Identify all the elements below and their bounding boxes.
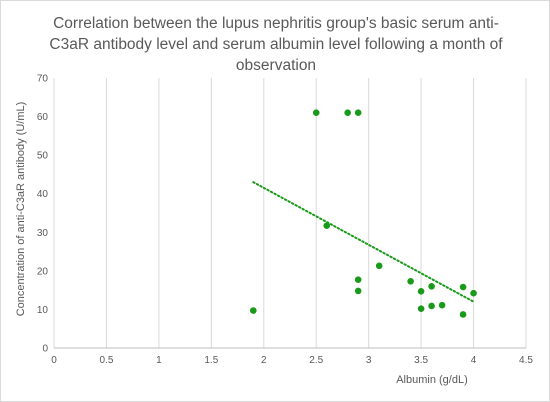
y-tick-label: 20 — [37, 266, 49, 277]
data-point — [344, 109, 351, 117]
data-point — [407, 277, 414, 285]
data-point — [323, 222, 331, 230]
data-point — [428, 302, 435, 310]
y-tick-label: 10 — [37, 305, 49, 316]
y-tick-label: 70 — [37, 74, 49, 85]
data-point — [312, 109, 320, 117]
x-tick-label: 1 — [156, 355, 162, 366]
data-point — [354, 109, 362, 117]
gridlines — [53, 78, 527, 349]
data-point — [417, 288, 425, 295]
x-tick-label: 2.5 — [309, 355, 323, 366]
data-point — [438, 301, 446, 309]
trendline-group — [252, 181, 475, 303]
x-tick-label: 4 — [471, 355, 477, 366]
data-point — [417, 305, 425, 312]
data-point — [354, 276, 362, 284]
data-points — [249, 109, 477, 318]
x-tick-label: 0 — [51, 355, 57, 366]
data-point — [249, 307, 257, 314]
data-point — [459, 311, 467, 318]
x-tick-label: 0.5 — [99, 355, 113, 366]
x-tick-label: 4.5 — [519, 355, 533, 366]
data-point — [354, 287, 362, 295]
x-tick-label: 1.5 — [204, 355, 218, 366]
y-tick-label: 50 — [37, 151, 49, 162]
y-tick-label: 40 — [37, 189, 49, 200]
x-axis-title: Albumin (g/dL) — [396, 374, 468, 386]
x-tick-label: 3.5 — [414, 355, 428, 366]
y-tick-label: 0 — [42, 344, 48, 355]
y-tick-label: 60 — [37, 112, 49, 123]
chart-title: Correlation between the lupus nephritis … — [49, 15, 503, 74]
y-tick-labels: 0 10 20 30 40 50 60 70 — [37, 74, 49, 355]
y-tick-label: 30 — [37, 228, 49, 239]
x-tick-label: 3 — [366, 355, 372, 366]
data-point — [470, 289, 477, 297]
data-point — [375, 262, 383, 270]
x-tick-labels: 0 0.5 1 1.5 2 2.5 3 3.5 4 4.5 — [51, 355, 533, 366]
trendline — [252, 181, 475, 303]
data-point — [459, 283, 467, 291]
y-axis-title: Concentration of anti-C3aR antibody (U/m… — [15, 102, 27, 317]
x-tick-label: 2 — [261, 355, 267, 366]
data-point — [428, 282, 435, 290]
